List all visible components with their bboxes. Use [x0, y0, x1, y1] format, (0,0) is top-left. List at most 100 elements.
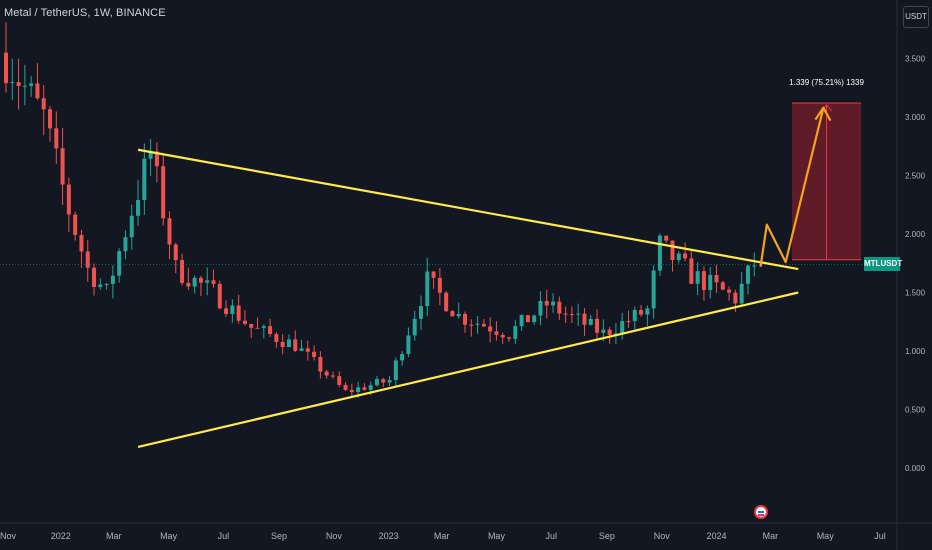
candle-body	[431, 271, 436, 278]
x-tick-label: Nov	[654, 531, 671, 541]
candle-body	[60, 148, 65, 185]
x-tick-label: Jul	[218, 531, 230, 541]
y-tick-label: 2.500	[905, 172, 926, 181]
candle-body	[268, 326, 273, 335]
candle-body	[513, 326, 518, 339]
candle-body	[695, 271, 700, 284]
candle-body	[236, 305, 241, 321]
currency-button[interactable]: USDT	[903, 6, 929, 28]
projection-arrowhead	[814, 106, 832, 122]
trendline	[137, 291, 799, 449]
candle-body	[286, 339, 291, 348]
x-tick-label: 2023	[379, 531, 399, 541]
chart-title: Metal / TetherUS, 1W, BINANCE	[4, 7, 166, 19]
y-tick-label: 3.500	[905, 55, 926, 64]
candle-body	[639, 309, 644, 315]
x-tick-label: May	[817, 531, 835, 541]
x-tick-label: Sep	[599, 531, 615, 541]
candle-body	[305, 348, 310, 352]
candle-body	[733, 292, 738, 304]
candle-body	[161, 166, 166, 219]
candle-body	[569, 314, 574, 316]
candle-body	[148, 151, 153, 159]
candle-body	[117, 251, 122, 276]
candle-body	[129, 215, 134, 238]
candle-body	[211, 280, 216, 284]
candle-body	[412, 318, 417, 336]
candle-body	[551, 301, 556, 306]
x-tick-label: May	[160, 531, 178, 541]
candle-body	[701, 271, 706, 290]
candle-body	[261, 326, 266, 328]
candle-body	[727, 289, 732, 293]
x-tick-label: Nov	[326, 531, 343, 541]
candle-body	[98, 284, 103, 288]
x-tick-label: 2022	[51, 531, 71, 541]
candle-body	[739, 283, 744, 304]
candle-body	[173, 244, 178, 261]
candle-body	[607, 329, 612, 335]
x-tick-label: Jul	[874, 531, 886, 541]
candle-body	[180, 260, 185, 283]
y-tick-label: 1.500	[905, 289, 926, 298]
candle-body	[538, 300, 543, 316]
candle-body	[519, 315, 524, 327]
y-tick-label: 0.500	[905, 406, 926, 415]
candle-body	[469, 324, 474, 326]
candles-group	[4, 22, 757, 399]
candle-body	[318, 356, 323, 372]
candle-body	[620, 321, 625, 334]
candle-body	[444, 292, 449, 312]
candle-body	[85, 251, 90, 268]
candle-body	[224, 308, 229, 314]
candle-body	[500, 334, 505, 338]
candle-body	[312, 351, 317, 357]
candle-body	[437, 277, 442, 293]
candle-body	[664, 235, 669, 241]
x-tick-label: Sep	[271, 531, 287, 541]
candle-body	[154, 151, 159, 167]
candle-body	[362, 387, 367, 390]
candle-body	[657, 235, 662, 271]
candle-body	[192, 277, 197, 287]
candle-body	[205, 280, 210, 283]
candle-body	[92, 267, 97, 288]
candle-body	[79, 234, 84, 252]
candle-body	[29, 83, 34, 86]
candle-body	[406, 335, 411, 354]
candle-body	[324, 371, 329, 376]
candle-body	[73, 214, 78, 235]
candle-body	[752, 265, 757, 267]
target-label: 1.339 (75.21%) 1339	[789, 78, 864, 87]
candle-body	[374, 379, 379, 386]
candle-body	[167, 218, 172, 245]
candle-body	[745, 265, 750, 284]
candle-body	[651, 270, 656, 309]
candle-body	[595, 318, 600, 333]
y-tick-label: 0.000	[905, 464, 926, 473]
candle-body	[676, 253, 681, 260]
y-tick-label: 1.000	[905, 347, 926, 356]
candle-body	[450, 311, 455, 317]
candle-body	[22, 85, 27, 87]
candle-body	[532, 315, 537, 323]
candle-body	[588, 318, 593, 325]
candle-body	[349, 389, 354, 393]
candle-body	[670, 240, 675, 260]
candle-body	[387, 380, 392, 383]
candle-body	[110, 275, 115, 284]
candle-body	[249, 323, 254, 328]
candle-body	[563, 313, 568, 315]
projection-path	[759, 107, 825, 267]
candle-body	[255, 327, 260, 329]
candle-body	[507, 337, 512, 339]
candle-body	[456, 313, 461, 317]
candle-body	[299, 348, 304, 351]
candle-body	[525, 315, 530, 323]
candle-body	[463, 313, 468, 325]
candle-body	[481, 323, 486, 327]
candle-body	[41, 98, 46, 110]
candle-body	[186, 282, 191, 287]
us-flag-event-icon[interactable]	[754, 505, 768, 519]
